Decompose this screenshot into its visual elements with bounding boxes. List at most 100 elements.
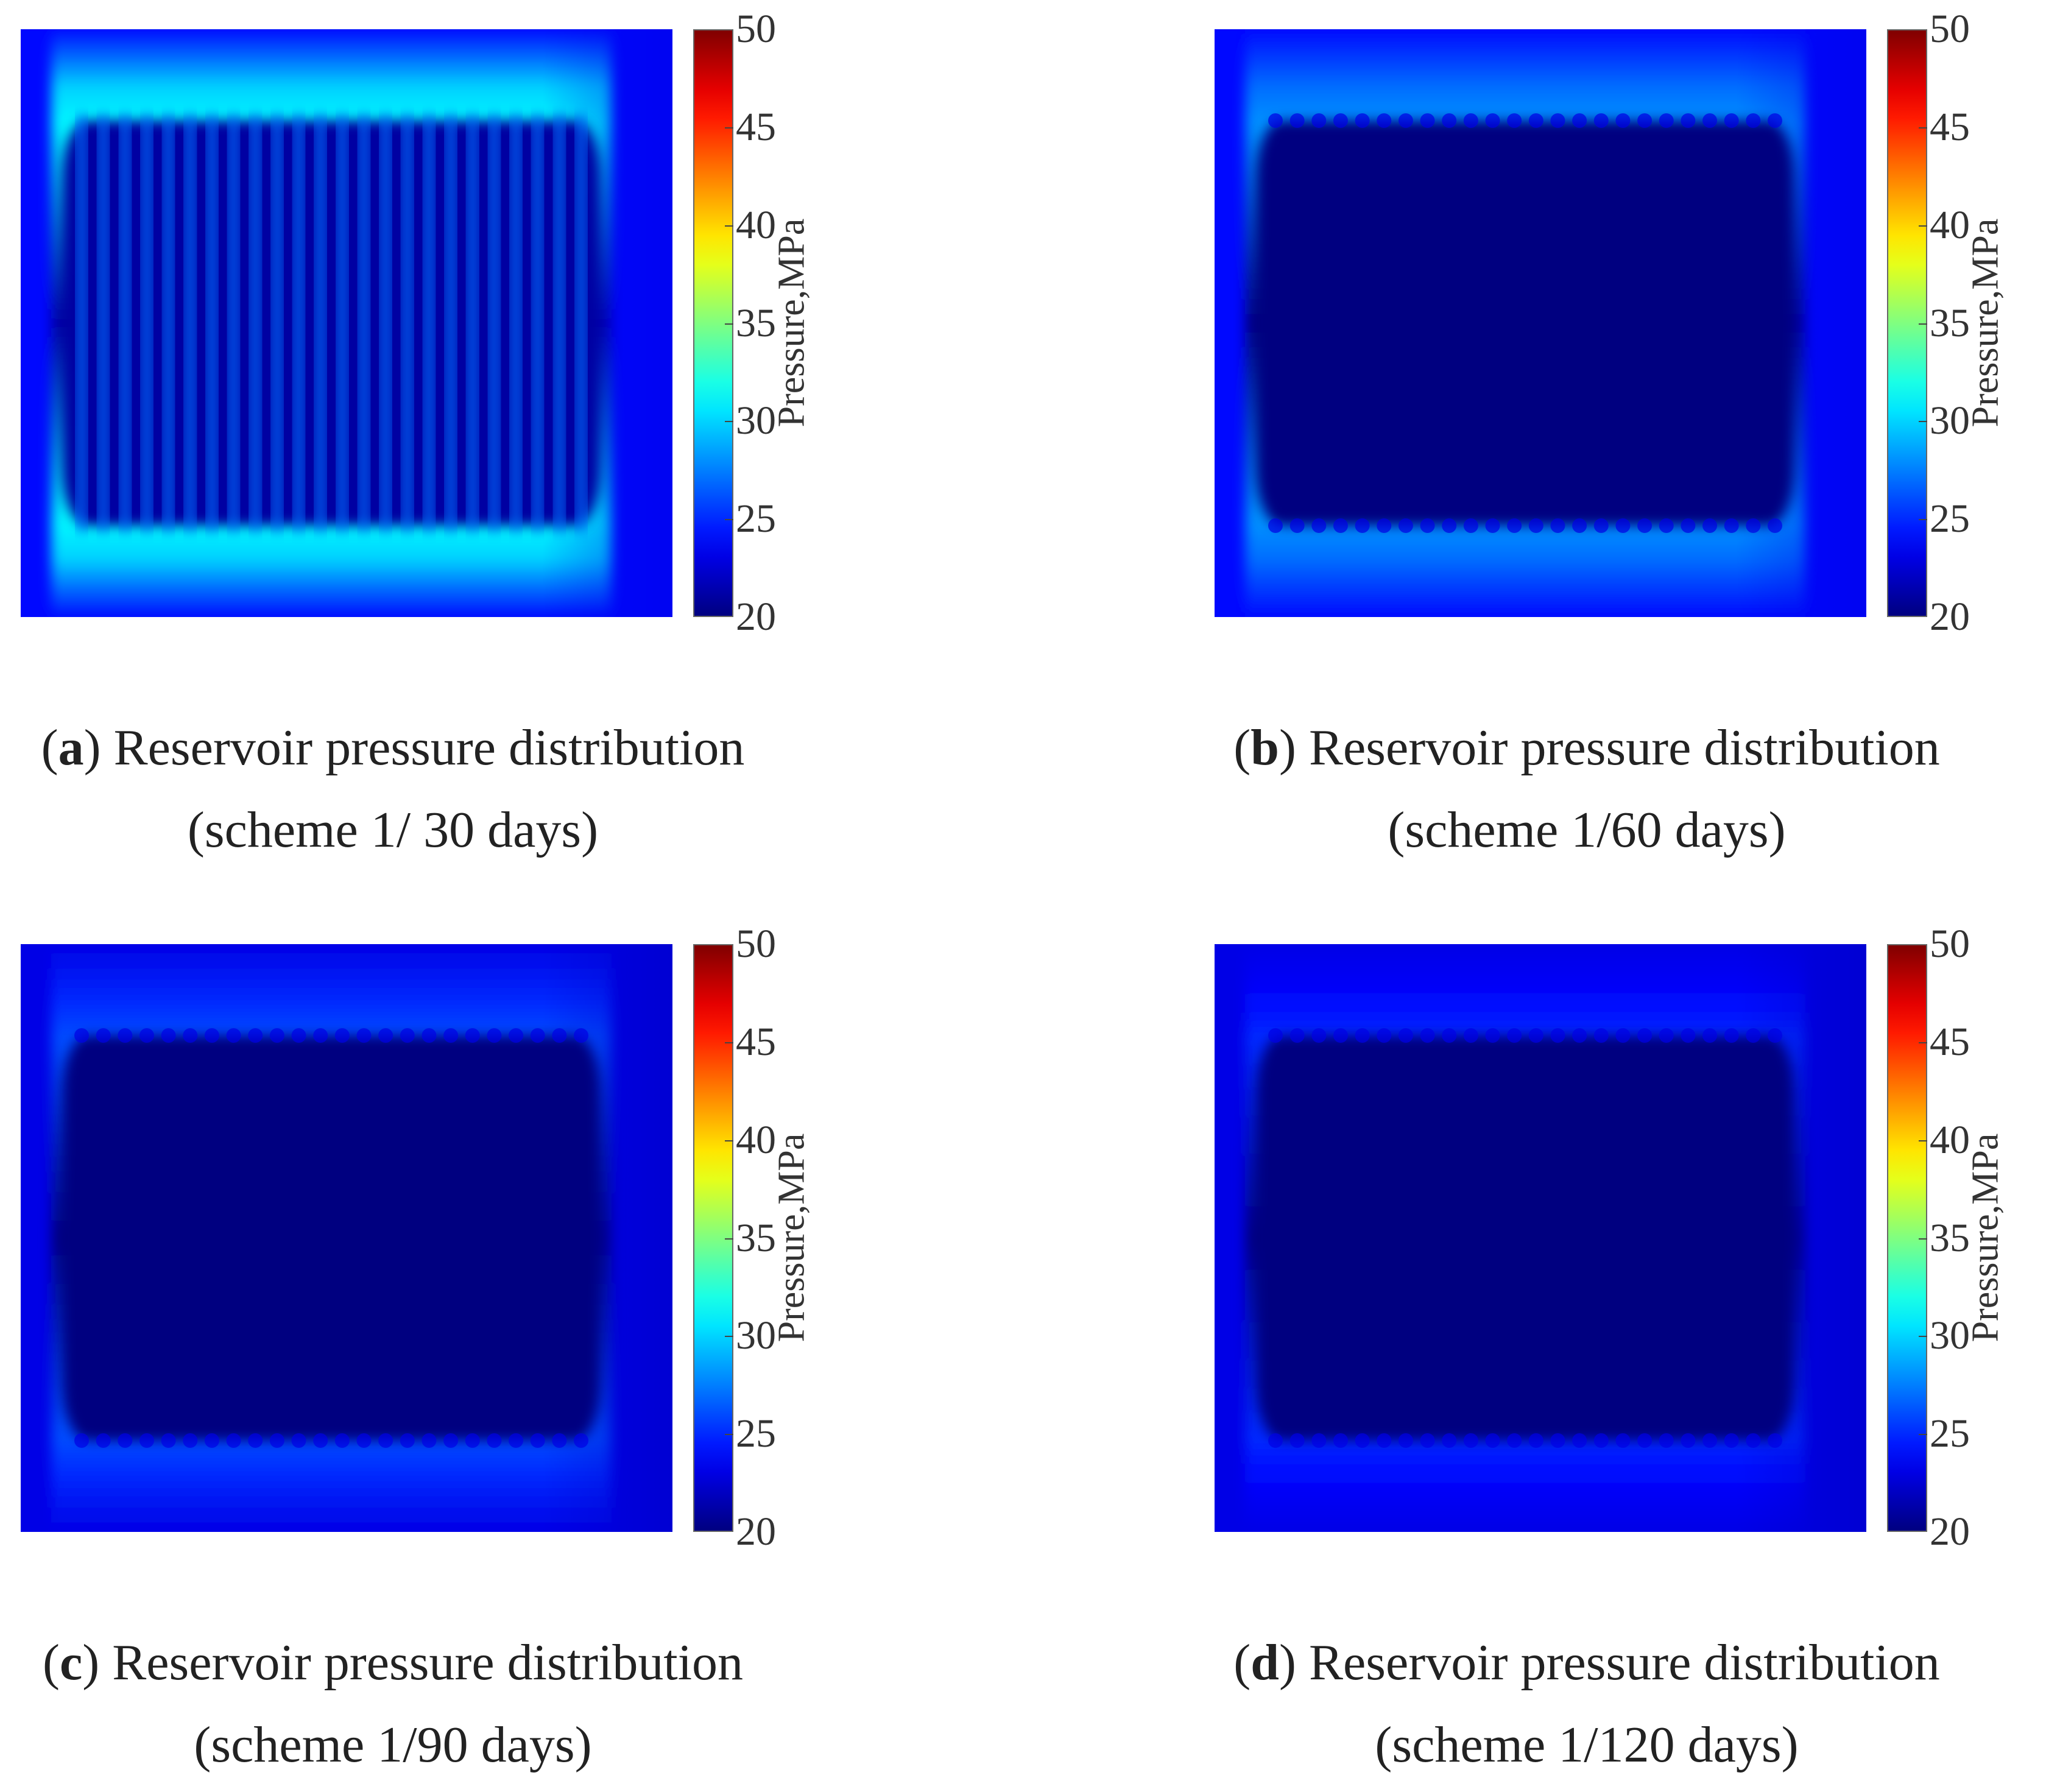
colorbar-tick-mark [1919,1238,1927,1240]
fracture-tip-bottom [1268,518,1283,533]
fracture-line [206,115,217,532]
colorbar-tick-mark [725,1434,733,1436]
colorbar-tick-mark [725,1238,733,1240]
fracture-tip-bottom [1746,518,1761,533]
colorbar-tick-mark [725,1140,733,1141]
fracture-tip-top [1724,113,1739,128]
colorbar-tick-label: 30 [1930,398,1970,443]
fracture-tip-top [1702,113,1718,128]
fracture-tip-bottom [378,1433,393,1448]
fracture-tip-bottom [1355,518,1370,533]
colorbar-tick-label: 35 [1930,1215,1970,1260]
fracture-tip-top [487,1028,502,1043]
fracture-tip-bottom [356,1433,372,1448]
fracture-tip-bottom [139,1433,154,1448]
fracture-tip-top [1746,1028,1761,1043]
fracture-tip-top [1702,1028,1718,1043]
colorbar-tick-mark [1919,1042,1927,1043]
fracture-tip-bottom [161,1433,176,1448]
colorbar-tick-label: 35 [736,300,776,345]
depleted-core [63,121,599,526]
fracture-tip-bottom [1289,1433,1305,1448]
fracture-tip-top [443,1028,459,1043]
caption-d: (d) Reservoir pressure distribution (sch… [1194,1621,1980,1786]
fracture-tip-top [1528,1028,1543,1043]
fracture-line [336,115,348,532]
fracture-tip-bottom [509,1433,524,1448]
heatmap-b [1215,29,1866,617]
caption-line2-d: (scheme 1/120 days) [1375,1716,1799,1773]
colorbar-tick-mark [725,421,733,423]
fracture-tip-bottom [1442,1433,1457,1448]
colorbar-tick-label: 50 [736,7,776,51]
fracture-line [250,115,261,532]
fracture-tip-top [1507,1028,1522,1043]
fracture-tip-bottom [1659,518,1674,533]
colorbar-tick-label: 30 [1930,1313,1970,1358]
fracture-tip-top [1355,113,1370,128]
fracture-tip-bottom [1485,1433,1500,1448]
fracture-tip-top [139,1028,154,1043]
fracture-tip-bottom [313,1433,328,1448]
colorbar-tick-label: 20 [1930,1509,1970,1554]
fracture-tip-top [465,1028,480,1043]
colorbar-label-b: Pressure,MPa [1964,218,2006,428]
fracture-tip-top [313,1028,328,1043]
fracture-tip-top [1420,1028,1435,1043]
fracture-tip-bottom [1768,518,1782,533]
fracture-tip-top [1485,113,1500,128]
caption-line1-a: Reservoir pressure distribution [101,719,745,776]
panel-label-b: b [1250,719,1279,776]
fracture-tip-bottom [1746,1433,1761,1448]
fracture-tip-bottom [443,1433,459,1448]
fracture-line [141,115,152,532]
fracture-tip-top [574,1028,588,1043]
fracture-tip-top [1615,113,1631,128]
fracture-tip-bottom [1377,518,1392,533]
fracture-tip-top [1572,113,1587,128]
fracture-line [293,115,305,532]
fracture-tip-bottom [1377,1433,1392,1448]
fracture-tip-bottom [1593,1433,1609,1448]
fracture-tip-top [1268,1028,1283,1043]
fracture-tip-top [1463,1028,1478,1043]
fracture-tip-bottom [1724,518,1739,533]
panel-a: 50 45 40 35 30 25 20 Pressure,MPa (a) Reservoi… [0,0,883,877]
colorbar-tick-label: 30 [736,398,776,443]
fracture-line [315,115,326,532]
fracture-line [489,115,500,532]
fracture-tip-bottom [1507,1433,1522,1448]
fracture-tip-bottom [248,1433,263,1448]
fracture-tip-bottom [1659,1433,1674,1448]
fracture-line [380,115,392,532]
fracture-tip-top [1289,113,1305,128]
fracture-line [423,115,435,532]
fracture-tip-bottom [1268,1433,1283,1448]
caption-c: (c) Reservoir pressure distribution (sch… [0,1621,786,1786]
colorbar-label-d: Pressure,MPa [1964,1133,2006,1342]
fracture-tip-bottom [1420,1433,1435,1448]
fracture-line [510,115,522,532]
fracture-line [163,115,174,532]
colorbar-tick-mark [725,225,733,227]
fracture-line [576,115,587,532]
fracture-tip-top [1398,1028,1413,1043]
fracture-tip-top [1289,1028,1305,1043]
colorbar-tick-mark [1919,421,1927,423]
colorbar-tick-label: 25 [1930,1411,1970,1456]
fracture-line [445,115,457,532]
fracture-tip-bottom [1615,518,1631,533]
panel-label-c: c [59,1634,83,1691]
fracture-tip-bottom [1768,1433,1782,1448]
fracture-tip-bottom [1420,518,1435,533]
fracture-tip-top [248,1028,263,1043]
colorbar-tick-label: 50 [1930,7,1970,51]
fracture-tip-top [1420,113,1435,128]
colorbar-tick-mark [1919,1434,1927,1436]
fracture-tip-bottom [226,1433,241,1448]
fracture-tip-top [1572,1028,1587,1043]
fracture-tip-bottom [1311,1433,1327,1448]
fracture-tip-bottom [334,1433,350,1448]
fracture-tip-bottom [1463,1433,1478,1448]
fracture-line [185,115,196,532]
